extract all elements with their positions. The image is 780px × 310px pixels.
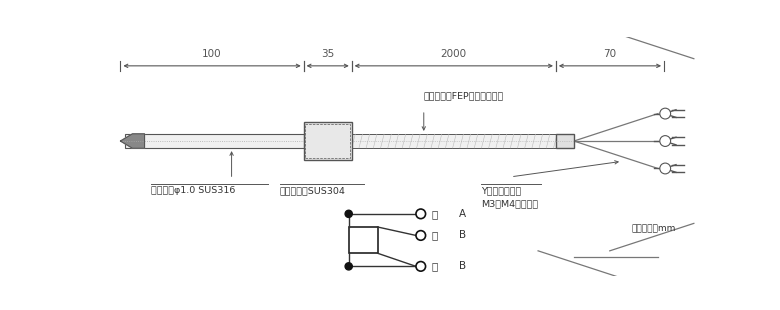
Text: φ8.0: φ8.0 — [316, 128, 324, 149]
Text: 2000: 2000 — [441, 49, 467, 59]
Text: 保護管：φ1.0 SUS316: 保護管：φ1.0 SUS316 — [151, 186, 235, 195]
Circle shape — [416, 231, 426, 240]
Circle shape — [416, 209, 426, 219]
Text: 白: 白 — [431, 230, 438, 241]
Text: M3～M4選択可能: M3～M4選択可能 — [480, 200, 538, 209]
Circle shape — [660, 108, 671, 119]
Text: 100: 100 — [202, 49, 222, 59]
Text: スリーブ：SUS304: スリーブ：SUS304 — [279, 186, 346, 195]
Text: 70: 70 — [604, 49, 616, 59]
Bar — [556, 134, 574, 148]
Text: Y端子・丸端子: Y端子・丸端子 — [480, 186, 521, 195]
Circle shape — [660, 136, 671, 146]
Bar — [306, 124, 350, 158]
Circle shape — [660, 163, 671, 174]
Text: B: B — [459, 261, 466, 271]
Bar — [349, 227, 378, 253]
Circle shape — [345, 210, 353, 217]
Text: 標準単位：mm: 標準単位：mm — [632, 224, 676, 233]
Polygon shape — [120, 134, 144, 148]
Text: A: A — [459, 209, 466, 219]
Text: B: B — [459, 230, 466, 241]
Circle shape — [416, 262, 426, 271]
Text: 赤: 赤 — [431, 209, 438, 219]
Circle shape — [345, 263, 353, 270]
Bar — [303, 122, 352, 160]
Bar — [352, 134, 556, 148]
Text: 35: 35 — [321, 49, 335, 59]
Text: 白: 白 — [431, 261, 438, 271]
Bar — [126, 134, 303, 148]
Text: フッ素樹脈FEP被覆リード線: フッ素樹脈FEP被覆リード線 — [424, 91, 504, 100]
